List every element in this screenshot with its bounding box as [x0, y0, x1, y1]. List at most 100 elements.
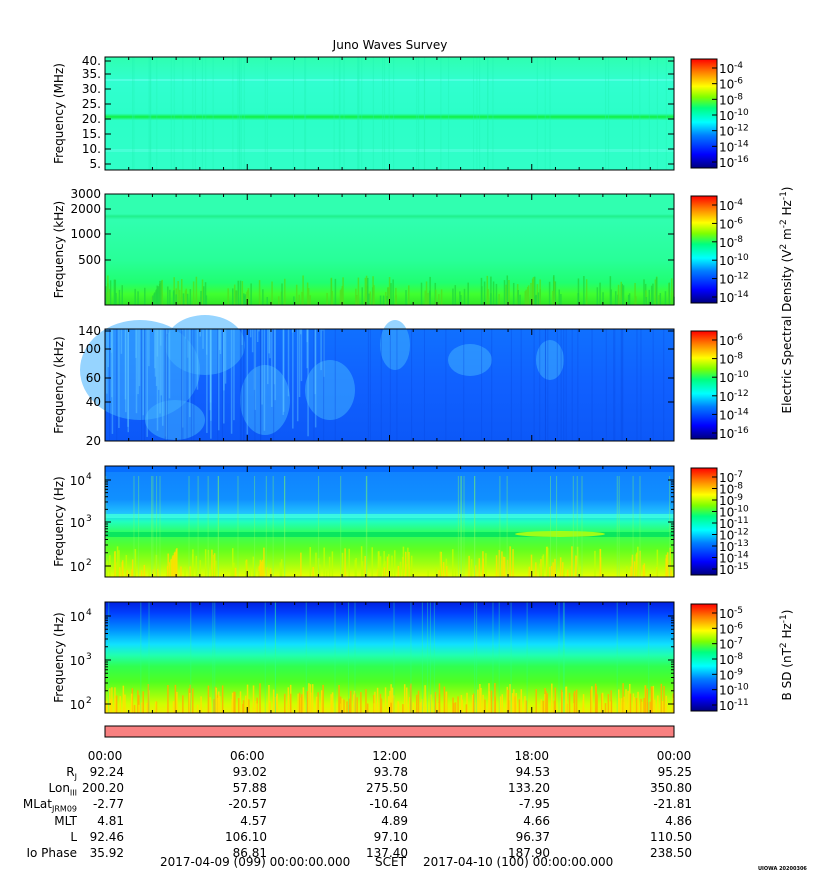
ephemeris-value: 137.40 [366, 846, 408, 860]
ytick-label: 1000 [70, 227, 101, 241]
colorbar-tick-base: 10 [719, 684, 734, 698]
ylabel: Frequency (MHz) [52, 63, 66, 164]
colorbar-tick-base: 10 [719, 427, 734, 441]
colorbar-tick-base: 10 [719, 217, 734, 231]
ytick-label: 3000 [70, 187, 101, 201]
colorbar-tick-exponent: -4 [734, 61, 743, 71]
colorbar-tick-exponent: -13 [734, 539, 749, 549]
colorbar-tick-exponent: -6 [734, 621, 743, 631]
colorbar-tick-exponent: -5 [734, 606, 743, 616]
panel-2 [104, 193, 675, 306]
colorbar-tick-base: 10 [719, 552, 734, 566]
ephemeris-value: 94.53 [515, 765, 550, 779]
colorbar-tick-base: 10 [719, 638, 734, 652]
colorbar-tick-base: 10 [719, 540, 734, 554]
colorbar-tick-exponent: -10 [734, 253, 749, 263]
ephemeris-value: 4.66 [523, 813, 550, 828]
colorbar-tick-base: 10 [719, 125, 734, 139]
ytick-label: 15. [82, 127, 101, 141]
colorbar-tick-base: 10 [719, 607, 734, 621]
colorbar-tick-base: 10 [719, 494, 734, 508]
ephemeris-value: 92.24 [89, 765, 124, 779]
colorbar-tick-exponent: -8 [734, 235, 743, 245]
colorbar-1 [690, 58, 718, 169]
colorbar-label-electric: Electric Spectral Density (V2 m-2 Hz-1) [779, 186, 794, 413]
colorbar-tick-base: 10 [719, 236, 734, 250]
colorbar-2 [690, 195, 718, 304]
ephemeris-value: 97.10 [373, 829, 408, 844]
ylabel: Frequency (kHz) [52, 201, 66, 298]
ytick-label: 10 [70, 560, 85, 574]
colorbar-tick-exponent: -12 [734, 389, 749, 399]
footer-end-time: 2017-04-10 (100) 00:00:00.000 [423, 855, 614, 869]
ephemeris-value: 96.37 [515, 829, 550, 844]
ytick-label: 2000 [70, 202, 101, 216]
colorbar-tick-exponent: -12 [734, 272, 749, 282]
colorbar-tick-exponent: -12 [734, 124, 749, 134]
xtick-label: 00:00 [88, 749, 123, 763]
panel-5 [104, 601, 675, 714]
chart-title: Juno Waves Survey [332, 38, 448, 52]
ephemeris-value: 4.89 [381, 813, 408, 828]
ytick-label: 500 [78, 253, 101, 267]
colorbar-tick-exponent: -6 [734, 77, 743, 87]
status-bar [104, 725, 675, 738]
ytick-label: 20 [86, 434, 101, 448]
colorbar-tick-exponent: -15 [734, 562, 749, 572]
colorbar-tick-exponent: -8 [734, 92, 743, 102]
ephemeris-value: 95.25 [657, 765, 692, 779]
ephemeris-value: 110.50 [650, 829, 692, 844]
ephemeris-value: 4.57 [240, 813, 267, 828]
ephemeris-value: 86.81 [232, 846, 267, 860]
ephemeris-value: -20.57 [228, 797, 267, 812]
ytick-label: 10 [70, 474, 85, 488]
colorbar-tick-exponent: -8 [734, 652, 743, 662]
ephemeris-label: L [70, 829, 77, 844]
colorbar-tick-exponent: -16 [734, 426, 749, 436]
colorbar-tick-exponent: -6 [734, 216, 743, 226]
ephemeris-value: 93.78 [373, 765, 408, 779]
colorbar-tick-exponent: -10 [734, 505, 749, 515]
colorbar-tick-base: 10 [719, 668, 734, 682]
ytick-exponent: 3 [86, 514, 92, 524]
colorbar-tick-exponent: -7 [734, 470, 743, 480]
colorbar-tick-exponent: -14 [734, 290, 749, 300]
colorbar-tick-exponent: -16 [734, 155, 749, 165]
colorbar-tick-base: 10 [719, 483, 734, 497]
ephemeris-label: MLT [54, 813, 77, 828]
colorbar-tick-base: 10 [719, 291, 734, 305]
ytick-label: 10 [70, 654, 85, 668]
ytick-exponent: 4 [86, 608, 92, 618]
colorbar-label-magnetic: B SD (nT2 Hz-1) [779, 610, 794, 701]
colorbar-tick-exponent: -14 [734, 551, 749, 561]
ephemeris-label: LonIII [48, 781, 78, 798]
colorbar-tick-exponent: -9 [734, 667, 743, 677]
colorbar-tick-base: 10 [719, 622, 734, 636]
ephemeris-value: 4.81 [97, 813, 124, 828]
colorbar-tick-base: 10 [719, 371, 734, 385]
ephemeris-value: 93.02 [232, 765, 267, 779]
panel-3 [80, 315, 675, 442]
ytick-label: 20. [82, 112, 101, 126]
ephemeris-value: 238.50 [650, 846, 692, 860]
ephemeris-value: -21.81 [653, 797, 692, 812]
colorbar-tick-exponent: -12 [734, 528, 749, 538]
colorbar-tick-base: 10 [719, 254, 734, 268]
colorbar-tick-base: 10 [719, 273, 734, 287]
colorbar-tick-base: 10 [719, 653, 734, 667]
footer-start-time: 2017-04-09 (099) 00:00:00.000 [160, 855, 351, 869]
ephemeris-value: -7.95 [518, 797, 550, 812]
ytick-label: 10 [70, 516, 85, 530]
colorbar-tick-base: 10 [719, 140, 734, 154]
colorbar-tick-exponent: -7 [734, 637, 743, 647]
ylabel: Frequency (Hz) [52, 476, 66, 567]
colorbar-tick-base: 10 [719, 78, 734, 92]
ytick-exponent: 4 [86, 472, 92, 482]
colorbar-tick-exponent: -8 [734, 482, 743, 492]
ytick-label: 10 [70, 698, 85, 712]
ephemeris-label: RJ [66, 765, 77, 782]
colorbar-tick-exponent: -11 [734, 698, 749, 708]
xtick-label: 06:00 [230, 749, 265, 763]
ephemeris-label: Io Phase [26, 846, 77, 860]
